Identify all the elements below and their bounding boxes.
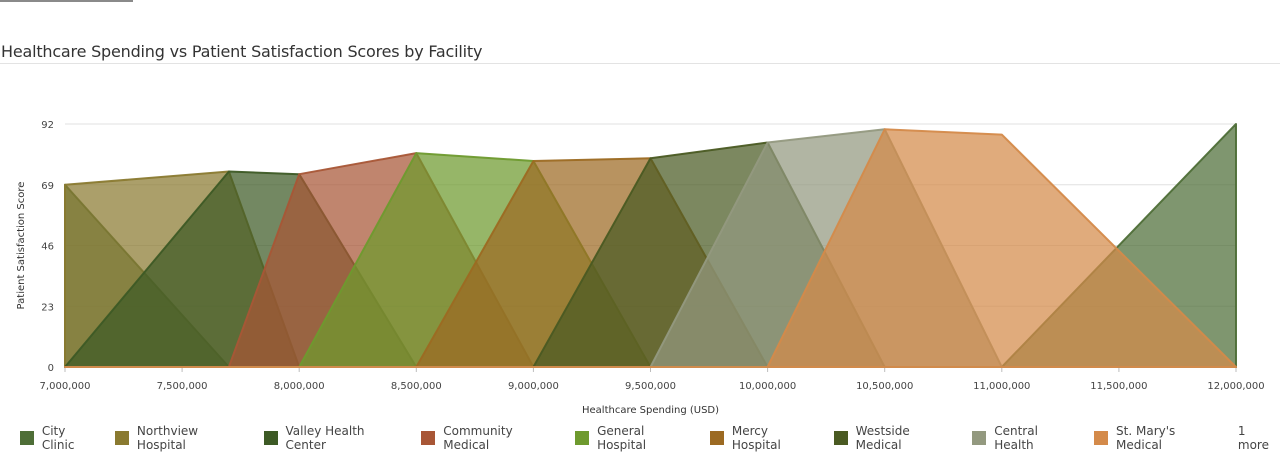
legend-item[interactable]: Central Health xyxy=(972,424,1080,452)
legend-swatch xyxy=(263,431,278,445)
chart-title: Healthcare Spending vs Patient Satisfact… xyxy=(1,42,483,61)
legend-item[interactable]: Northview Hospital xyxy=(115,424,250,452)
chart-legend: City Clinic Northview Hospital Valley Heal… xyxy=(20,424,1280,452)
x-tick-label: 10,500,000 xyxy=(856,381,913,392)
x-tick-label: 11,000,000 xyxy=(973,381,1030,392)
legend-label: Valley Health Center xyxy=(285,424,365,452)
legend-swatch xyxy=(1094,431,1109,445)
legend-label: Mercy Hospital xyxy=(731,424,781,452)
x-tick-label: 8,000,000 xyxy=(274,381,325,392)
legend-swatch xyxy=(575,431,590,445)
legend-more-link[interactable]: 1 more xyxy=(1237,424,1269,452)
legend-label: City Clinic xyxy=(41,424,75,452)
legend-item[interactable]: Mercy Hospital xyxy=(710,424,820,452)
title-divider xyxy=(0,63,1280,64)
y-tick-label: 0 xyxy=(48,363,54,374)
x-axis-label: Healthcare Spending (USD) xyxy=(582,405,719,416)
legend-label: Central Health xyxy=(994,424,1038,452)
x-tick-label: 12,000,000 xyxy=(1207,381,1264,392)
legend-item[interactable]: City Clinic xyxy=(20,424,101,452)
legend-swatch xyxy=(972,431,987,445)
legend-item[interactable]: Valley Health Center xyxy=(263,424,408,452)
y-axis-label: Patient Satisfaction Score xyxy=(16,182,27,310)
y-tick-label: 23 xyxy=(41,302,54,313)
legend-label: Westside Medical xyxy=(855,424,910,452)
legend-item[interactable]: St. Mary's Medical xyxy=(1094,424,1224,452)
legend-label: Community Medical xyxy=(443,424,513,452)
legend-swatch xyxy=(115,431,129,445)
top-tab-indicator xyxy=(0,0,133,2)
legend-swatch xyxy=(421,431,436,445)
y-tick-label: 92 xyxy=(41,120,54,131)
legend-swatch xyxy=(710,431,724,445)
x-tick-label: 11,500,000 xyxy=(1090,381,1147,392)
x-tick-label: 7,500,000 xyxy=(157,381,208,392)
legend-swatch xyxy=(833,431,848,445)
x-tick-label: 7,000,000 xyxy=(40,381,91,392)
legend-item[interactable]: Community Medical xyxy=(421,424,561,452)
legend-label: St. Mary's Medical xyxy=(1116,424,1176,452)
legend-label: Northview Hospital xyxy=(136,424,199,452)
x-tick-label: 8,500,000 xyxy=(391,381,442,392)
legend-swatch xyxy=(20,431,34,445)
area-chart: 0 23 46 69 92 7,000,000 7,500,000 8,000,000 8,50… xyxy=(16,120,1265,416)
y-tick-label: 46 xyxy=(41,242,54,253)
legend-item[interactable]: General Hospital xyxy=(575,424,696,452)
x-tick-label: 10,000,000 xyxy=(739,381,796,392)
y-tick-label: 69 xyxy=(41,181,54,192)
x-tick-label: 9,000,000 xyxy=(508,381,559,392)
legend-item[interactable]: Westside Medical xyxy=(833,424,959,452)
x-tick-label: 9,500,000 xyxy=(625,381,676,392)
series-area-9 xyxy=(64,128,1237,368)
legend-label: General Hospital xyxy=(597,424,647,452)
